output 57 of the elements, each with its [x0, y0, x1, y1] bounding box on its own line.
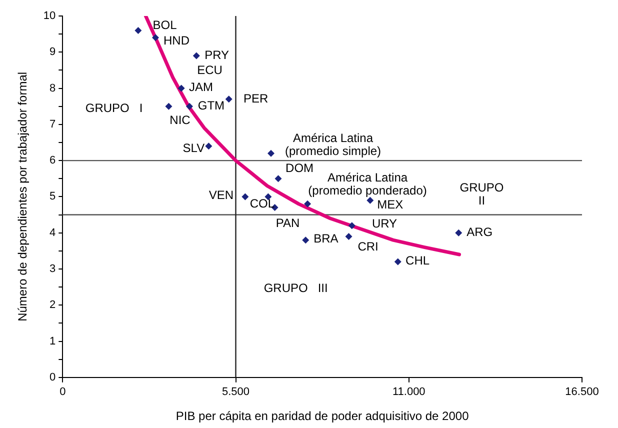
point	[274, 175, 282, 182]
annotation: SLV	[182, 140, 205, 155]
point	[242, 193, 249, 200]
annotation: ARG	[466, 225, 493, 240]
annotation: CHL	[406, 253, 430, 268]
y-tick-label: 10	[43, 10, 56, 22]
y-tick-label: 3	[50, 263, 56, 276]
annotation: HND	[163, 33, 190, 48]
x-axis-title: PIB per cápita en paridad de poder adquisitivo de 2000	[176, 409, 470, 424]
y-tick-label: 1	[50, 335, 56, 348]
point	[178, 84, 185, 92]
annotation: América Latina (promedio simple)	[284, 130, 382, 158]
annotation: GRUPO II	[460, 180, 504, 208]
point	[268, 150, 275, 157]
annotation: PAN	[276, 216, 300, 230]
annotation: CRI	[358, 239, 378, 254]
point	[345, 232, 352, 240]
annotation: VEN	[208, 188, 234, 202]
point	[394, 258, 402, 266]
point	[205, 142, 212, 150]
x-tick-label: 5.500	[222, 386, 250, 398]
annotation: MEX	[377, 198, 404, 212]
x-tick-label: 0	[60, 386, 66, 398]
annotation: PER	[243, 91, 268, 106]
annotation: GTM	[198, 98, 225, 113]
point	[152, 34, 159, 42]
y-tick-label: 7	[50, 118, 56, 130]
point	[304, 200, 312, 208]
y-tick-label: 4	[50, 226, 56, 239]
y-tick-label: 8	[50, 82, 56, 94]
annotation: URY	[372, 216, 398, 231]
annotation: BOL	[152, 18, 178, 32]
point	[455, 229, 462, 236]
annotation: COL	[250, 196, 275, 211]
point	[165, 102, 172, 110]
annotation: GRUPO III	[264, 281, 328, 296]
x-tick-label: 11.000	[392, 386, 426, 398]
point	[366, 196, 374, 204]
y-tick-label: 9	[50, 46, 56, 58]
y-tick-label: 2	[50, 299, 56, 312]
point	[192, 52, 200, 60]
point	[186, 102, 193, 110]
annotation: NIC	[170, 112, 191, 127]
y-axis-title: Número de dependientes por trabajador formal	[16, 72, 30, 322]
y-tick-label: 0	[50, 371, 56, 384]
y-tick-label: 5	[50, 190, 56, 203]
point	[302, 236, 310, 244]
annotation: PRY	[204, 48, 230, 62]
annotation: GRUPO I	[85, 100, 143, 115]
annotation: BRA	[314, 231, 338, 246]
x-tick-label: 16.500	[565, 386, 599, 398]
annotation: ECU	[197, 62, 222, 77]
point	[225, 96, 232, 103]
annotation: JAM	[189, 80, 214, 94]
y-tick-label: 6	[50, 154, 56, 167]
point	[134, 26, 142, 34]
point	[348, 222, 356, 230]
